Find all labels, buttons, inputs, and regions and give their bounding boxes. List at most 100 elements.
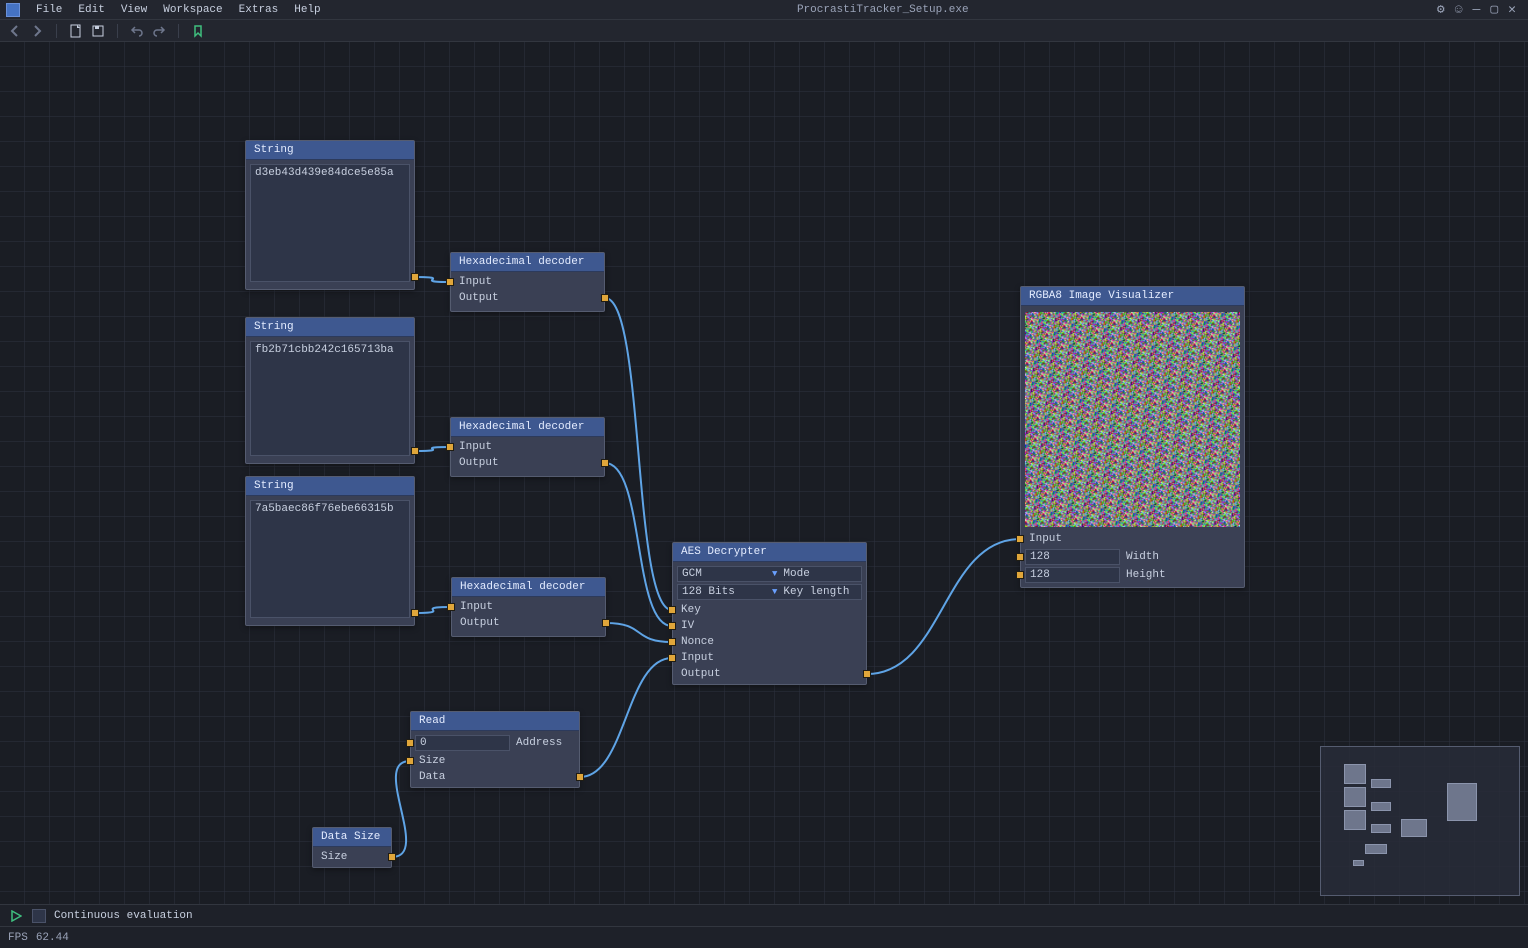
- window-close-icon[interactable]: ✕: [1508, 2, 1516, 17]
- node-string-3[interactable]: String 7a5baec86f76ebe66315b: [245, 476, 415, 626]
- node-string-1[interactable]: String d3eb43d439e84dce5e85a: [245, 140, 415, 290]
- aes-nonce-row: Nonce: [673, 634, 866, 650]
- port-size[interactable]: [406, 757, 414, 765]
- minimap-node: [1447, 783, 1477, 821]
- forward-icon[interactable]: [30, 24, 44, 38]
- minimap-node: [1401, 819, 1427, 837]
- viz-width-row: 128 Width: [1025, 549, 1240, 565]
- string-value-field[interactable]: d3eb43d439e84dce5e85a: [250, 164, 410, 282]
- menubar: File Edit View Workspace Extras Help Pro…: [0, 0, 1528, 20]
- app-logo: [6, 3, 20, 17]
- node-canvas[interactable]: String d3eb43d439e84dce5e85a String fb2b…: [0, 42, 1528, 904]
- settings-icon[interactable]: ⚙: [1437, 2, 1445, 17]
- label-input: Input: [459, 274, 492, 290]
- node-title: Hexadecimal decoder: [452, 578, 605, 597]
- chevron-down-icon: ▼: [772, 569, 777, 579]
- node-rgba8-visualizer[interactable]: RGBA8 Image Visualizer Input 128 Width 1…: [1020, 286, 1245, 588]
- port-input[interactable]: [446, 443, 454, 451]
- smile-icon[interactable]: ☺: [1455, 2, 1463, 17]
- hex-output-row: Output: [451, 455, 604, 471]
- save-icon[interactable]: [91, 24, 105, 38]
- menu-file[interactable]: File: [28, 2, 70, 18]
- aes-keylen-value: 128 Bits: [682, 586, 772, 598]
- label-input: Input: [460, 599, 493, 615]
- label-output: Output: [459, 290, 499, 306]
- hex-input-row: Input: [451, 274, 604, 290]
- aes-keylen-dropdown[interactable]: 128 Bits ▼ Key length: [677, 584, 862, 600]
- node-hex-decoder-3[interactable]: Hexadecimal decoder Input Output: [451, 577, 606, 637]
- minimap-node: [1344, 764, 1366, 784]
- fps-label: FPS: [8, 932, 28, 944]
- chevron-down-icon: ▼: [772, 587, 777, 597]
- window-minimize-icon[interactable]: —: [1473, 2, 1481, 17]
- new-file-icon[interactable]: [69, 24, 83, 38]
- menu-edit[interactable]: Edit: [70, 2, 112, 18]
- datasize-size-row: Size: [313, 849, 391, 865]
- port-nonce[interactable]: [668, 638, 676, 646]
- port-input[interactable]: [1016, 535, 1024, 543]
- port-height[interactable]: [1016, 571, 1024, 579]
- status-bar: FPS 62.44: [0, 926, 1528, 948]
- port-output[interactable]: [388, 853, 396, 861]
- label-output: Output: [460, 615, 500, 631]
- port-output[interactable]: [411, 447, 419, 455]
- menu-extras[interactable]: Extras: [231, 2, 287, 18]
- menu-workspace[interactable]: Workspace: [155, 2, 230, 18]
- hex-input-row: Input: [452, 599, 605, 615]
- port-input[interactable]: [668, 654, 676, 662]
- port-output[interactable]: [576, 773, 584, 781]
- play-icon[interactable]: [8, 908, 24, 924]
- minimap[interactable]: [1320, 746, 1520, 896]
- toolbar-sep-2: [117, 24, 118, 38]
- toolbar-sep-3: [178, 24, 179, 38]
- minimap-node: [1344, 810, 1366, 830]
- port-key[interactable]: [668, 606, 676, 614]
- port-iv[interactable]: [668, 622, 676, 630]
- back-icon[interactable]: [8, 24, 22, 38]
- hex-output-row: Output: [452, 615, 605, 631]
- node-hex-decoder-2[interactable]: Hexadecimal decoder Input Output: [450, 417, 605, 477]
- label-address: Address: [516, 737, 562, 749]
- node-string-2[interactable]: String fb2b71cbb242c165713ba: [245, 317, 415, 464]
- node-read[interactable]: Read 0 Address Size Data: [410, 711, 580, 788]
- label-key: Key: [681, 602, 701, 618]
- aes-mode-value: GCM: [682, 568, 772, 580]
- aes-mode-dropdown[interactable]: GCM ▼ Mode: [677, 566, 862, 582]
- window-maximize-icon[interactable]: ▢: [1490, 2, 1498, 17]
- port-output[interactable]: [411, 273, 419, 281]
- port-output[interactable]: [863, 670, 871, 678]
- bookmark-icon[interactable]: [191, 24, 205, 38]
- node-title: AES Decrypter: [673, 543, 866, 562]
- port-output[interactable]: [411, 609, 419, 617]
- port-output[interactable]: [601, 459, 609, 467]
- port-input[interactable]: [446, 278, 454, 286]
- port-width[interactable]: [1016, 553, 1024, 561]
- viz-height-field[interactable]: 128: [1025, 567, 1120, 583]
- read-address-field[interactable]: 0: [415, 735, 510, 751]
- string-value-field[interactable]: 7a5baec86f76ebe66315b: [250, 500, 410, 618]
- node-title: String: [246, 477, 414, 496]
- node-aes-decrypter[interactable]: AES Decrypter GCM ▼ Mode 128 Bits ▼ Key …: [672, 542, 867, 685]
- port-address[interactable]: [406, 739, 414, 747]
- label-input: Input: [1029, 531, 1062, 547]
- port-output[interactable]: [601, 294, 609, 302]
- eval-label: Continuous evaluation: [54, 910, 193, 922]
- port-input[interactable]: [447, 603, 455, 611]
- node-title: Hexadecimal decoder: [451, 253, 604, 272]
- node-hex-decoder-1[interactable]: Hexadecimal decoder Input Output: [450, 252, 605, 312]
- port-output[interactable]: [602, 619, 610, 627]
- string-value-field[interactable]: fb2b71cbb242c165713ba: [250, 341, 410, 456]
- node-title: Data Size: [313, 828, 391, 847]
- menu-view[interactable]: View: [113, 2, 155, 18]
- node-title: String: [246, 141, 414, 160]
- node-data-size[interactable]: Data Size Size: [312, 827, 392, 868]
- redo-icon[interactable]: [152, 24, 166, 38]
- node-title: String: [246, 318, 414, 337]
- menu-help[interactable]: Help: [286, 2, 328, 18]
- label-height: Height: [1126, 569, 1166, 581]
- label-width: Width: [1126, 551, 1159, 563]
- undo-icon[interactable]: [130, 24, 144, 38]
- visualizer-image: [1025, 312, 1240, 527]
- label-output: Output: [459, 455, 499, 471]
- viz-width-field[interactable]: 128: [1025, 549, 1120, 565]
